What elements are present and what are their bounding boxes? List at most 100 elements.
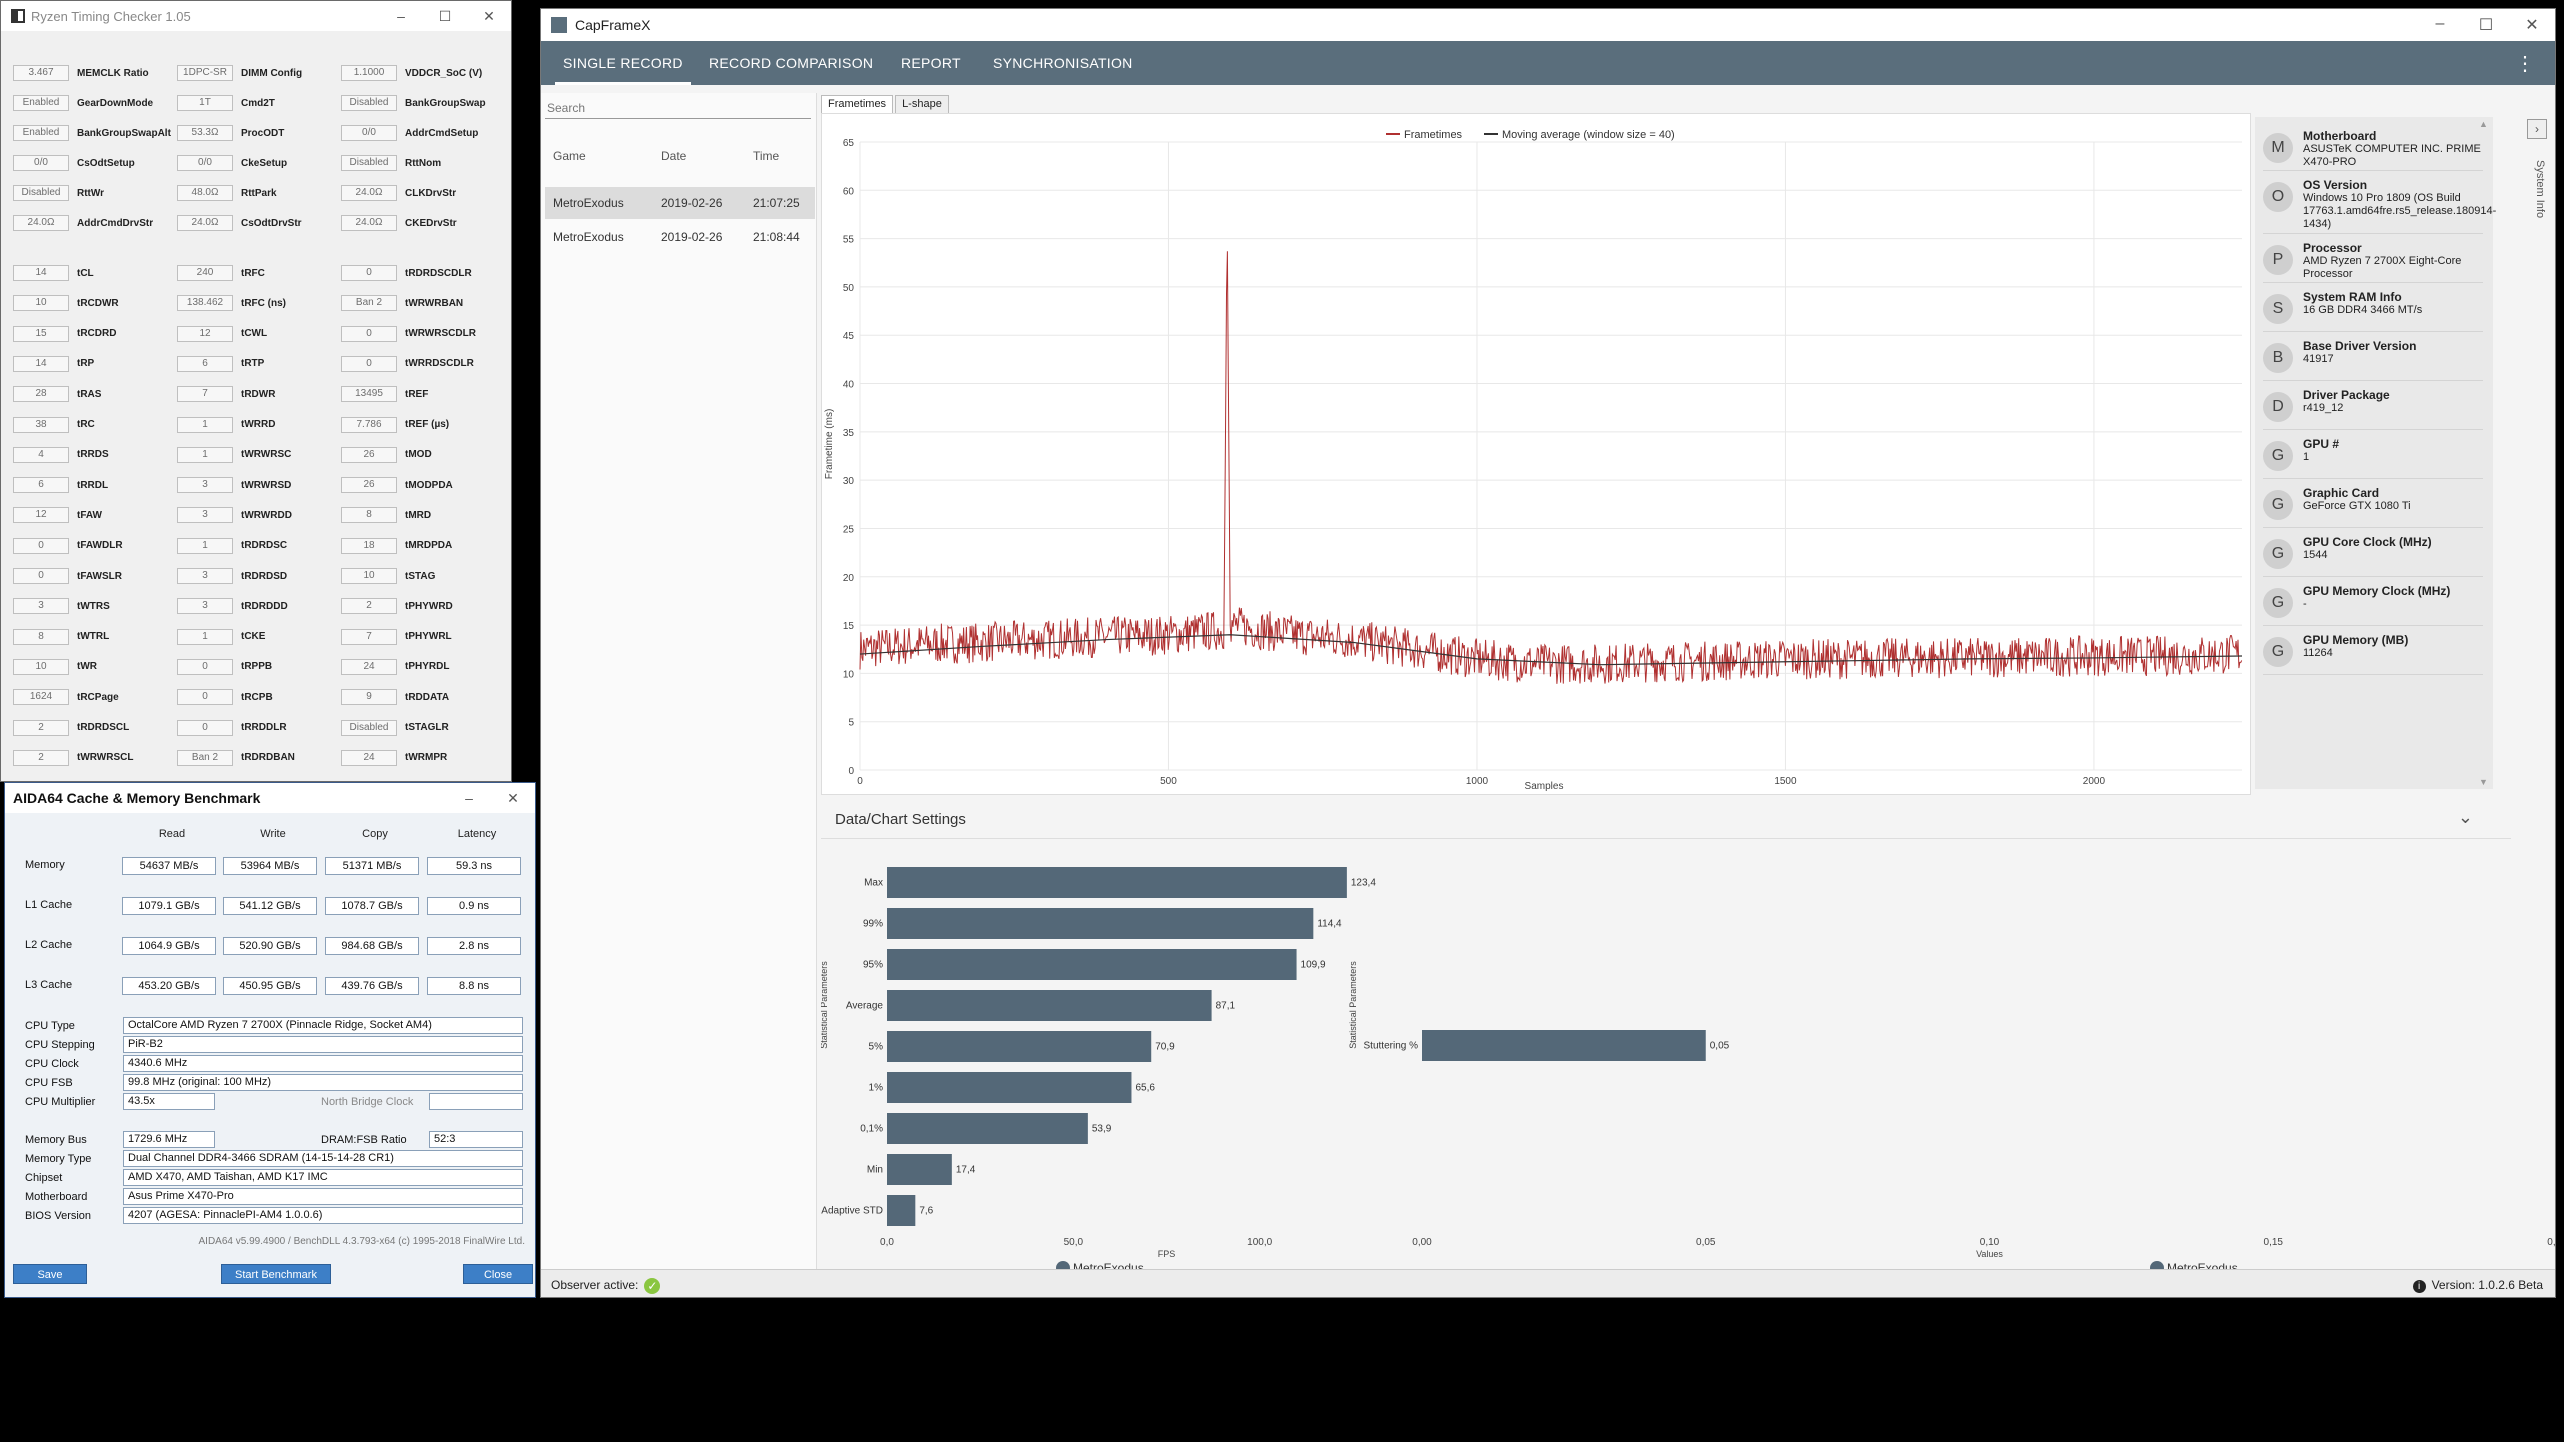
timing-item: 1.1000 VDDCR_SoC (V) xyxy=(341,65,482,81)
data-chart-settings-header[interactable]: Data/Chart Settings ⌄ xyxy=(821,799,2511,839)
start-benchmark-button[interactable]: Start Benchmark xyxy=(221,1264,331,1284)
x-axis-label: FPS xyxy=(1158,1249,1176,1259)
y-tick-label: 5 xyxy=(848,718,854,729)
system-info-item: O OS Version Windows 10 Pro 1809 (OS Build… xyxy=(2263,174,2496,234)
more-menu-icon[interactable]: ⋮ xyxy=(2515,53,2535,75)
chevron-down-icon[interactable]: ⌄ xyxy=(2457,807,2473,827)
y-tick-label: 60 xyxy=(843,186,855,197)
system-info-value: 1 xyxy=(2303,451,2310,463)
scroll-up-icon[interactable]: ▲ xyxy=(2479,119,2488,129)
timing-label: tWRRDSCDLR xyxy=(405,358,474,370)
timing-value: 24.0Ω xyxy=(341,185,397,201)
timing-item: 0 tFAWSLR xyxy=(13,568,122,584)
minimize-icon[interactable]: – xyxy=(2435,15,2445,32)
search-input[interactable]: Search xyxy=(545,97,811,119)
timing-value: 1.1000 xyxy=(341,65,397,81)
cfx-title: CapFrameX xyxy=(575,17,651,33)
timing-item: 24.0Ω AddrCmdDrvStr xyxy=(13,215,153,231)
timing-value: 3 xyxy=(177,507,233,524)
system-info-item: G GPU #1 xyxy=(2263,433,2483,479)
chevron-right-icon[interactable]: › xyxy=(2527,119,2547,139)
bar-value-label: 123,4 xyxy=(1351,878,1376,889)
timing-item: 13495 tREF xyxy=(341,386,428,403)
timing-label: tRFC (ns) xyxy=(241,297,286,309)
tab-synchronisation[interactable]: SYNCHRONISATION xyxy=(993,55,1133,71)
cpu-type-value: OctalCore AMD Ryzen 7 2700X (Pinnacle Ri… xyxy=(123,1017,523,1034)
tab-record-comparison[interactable]: RECORD COMPARISON xyxy=(709,55,874,71)
close-icon[interactable]: ✕ xyxy=(483,7,495,24)
system-info-label: Base Driver Version xyxy=(2303,339,2417,353)
maximize-icon[interactable]: ☐ xyxy=(2478,17,2494,34)
system-info-label: GPU Memory (MB) xyxy=(2303,633,2409,647)
timing-value: 0 xyxy=(341,265,397,281)
list-item[interactable]: MetroExodus 2019-02-26 21:08:44 xyxy=(545,221,815,253)
checkmark-icon: ✓ xyxy=(644,1278,661,1294)
observer-label: Observer active: xyxy=(551,1278,639,1293)
system-info-label: Graphic Card xyxy=(2303,486,2380,500)
motherboard-label: Motherboard xyxy=(25,1191,88,1203)
timing-item: Disabled BankGroupSwap xyxy=(341,95,486,111)
cpu-stepping-value: PiR-B2 xyxy=(123,1036,523,1053)
timing-item: 10 tSTAG xyxy=(341,568,435,584)
benchmark-value: 520.90 GB/s xyxy=(223,937,317,955)
timing-item: Enabled BankGroupSwapAlt xyxy=(13,125,171,141)
timing-value: 12 xyxy=(177,325,233,342)
bar-value-label: 70,9 xyxy=(1155,1042,1175,1053)
timing-label: tWRWRDD xyxy=(241,509,292,521)
category-label: 99% xyxy=(863,919,883,930)
timing-label: tWR xyxy=(77,661,97,673)
category-label: 5% xyxy=(869,1042,884,1053)
timing-item: 1DPC-SR DIMM Config xyxy=(177,65,302,81)
cpu-type-label: CPU Type xyxy=(25,1020,75,1032)
timing-value: 3 xyxy=(177,598,233,615)
scroll-down-icon[interactable]: ▼ xyxy=(2479,777,2488,787)
tab-l-shape[interactable]: L-shape xyxy=(895,95,949,115)
maximize-icon[interactable]: ☐ xyxy=(438,7,452,24)
timing-value: 14 xyxy=(13,265,69,281)
rtc-titlebar[interactable]: Ryzen Timing Checker 1.05 – ☐ ✕ xyxy=(1,1,511,31)
stat-bar xyxy=(887,1072,1132,1103)
timing-item: 24 tPHYRDL xyxy=(341,658,449,675)
timing-label: AddrCmdDrvStr xyxy=(77,217,154,229)
stat-bar xyxy=(1422,1030,1706,1061)
close-icon[interactable]: ✕ xyxy=(507,789,519,806)
close-icon[interactable]: ✕ xyxy=(2525,17,2539,34)
timing-label: tRRDDLR xyxy=(241,722,287,733)
benchmark-value: 984.68 GB/s xyxy=(325,937,419,955)
list-item[interactable]: MetroExodus 2019-02-26 21:07:25 xyxy=(545,187,815,219)
timing-value: 38 xyxy=(13,416,69,433)
timing-item: 12 tCWL xyxy=(177,325,267,342)
minimize-icon[interactable]: – xyxy=(397,7,405,24)
timing-value: 4 xyxy=(13,446,69,463)
timing-label: tWTRS xyxy=(77,600,110,612)
cpu-clock-value: 4340.6 MHz xyxy=(123,1055,523,1072)
tab-report[interactable]: REPORT xyxy=(901,55,961,71)
category-label: Max xyxy=(864,878,883,889)
system-info-label: Processor xyxy=(2303,241,2362,255)
system-info-value: ASUSTeK COMPUTER INC. PRIME X470-PRO xyxy=(2303,143,2481,168)
legend-frametimes: Frametimes xyxy=(1404,129,1463,141)
minimize-icon[interactable]: – xyxy=(465,789,473,806)
tab-single-record[interactable]: SINGLE RECORD xyxy=(555,41,691,85)
system-info-tab[interactable]: › System Info xyxy=(2527,119,2551,319)
statistics-panel: 0,0 50,0 100,0 FPS Statistical Parameters Max… xyxy=(819,845,2555,1275)
frametime-legend: Frametimes Moving average (window size =… xyxy=(1386,129,1675,141)
x-axis-label: Samples xyxy=(1525,781,1564,792)
tab-frametimes[interactable]: Frametimes xyxy=(821,95,894,115)
bar-value-label: 87,1 xyxy=(1216,1001,1236,1012)
timing-value: 24.0Ω xyxy=(341,215,397,231)
aida-titlebar[interactable]: AIDA64 Cache & Memory Benchmark – ✕ xyxy=(5,783,535,813)
timing-item: 53.3Ω ProcODT xyxy=(177,125,284,141)
legend-moving-average: Moving average (window size = 40) xyxy=(1502,129,1675,141)
timing-item: 14 tRP xyxy=(13,355,94,372)
system-info-item: G Graphic Card GeForce GTX 1080 Ti xyxy=(2263,482,2483,528)
timing-item: 3 tRDRDSD xyxy=(177,568,287,584)
category-label: Adaptive STD xyxy=(821,1206,883,1217)
close-button[interactable]: Close xyxy=(463,1264,533,1284)
timing-label: tFAWSLR xyxy=(77,570,122,582)
timing-item: 1T Cmd2T xyxy=(177,95,275,111)
cfx-titlebar[interactable]: CapFrameX – ☐ ✕ xyxy=(541,9,2555,41)
save-button[interactable]: Save xyxy=(13,1264,87,1284)
system-info-label: GPU Core Clock (MHz) xyxy=(2303,535,2432,549)
timing-label: tMRDPDA xyxy=(405,540,453,552)
